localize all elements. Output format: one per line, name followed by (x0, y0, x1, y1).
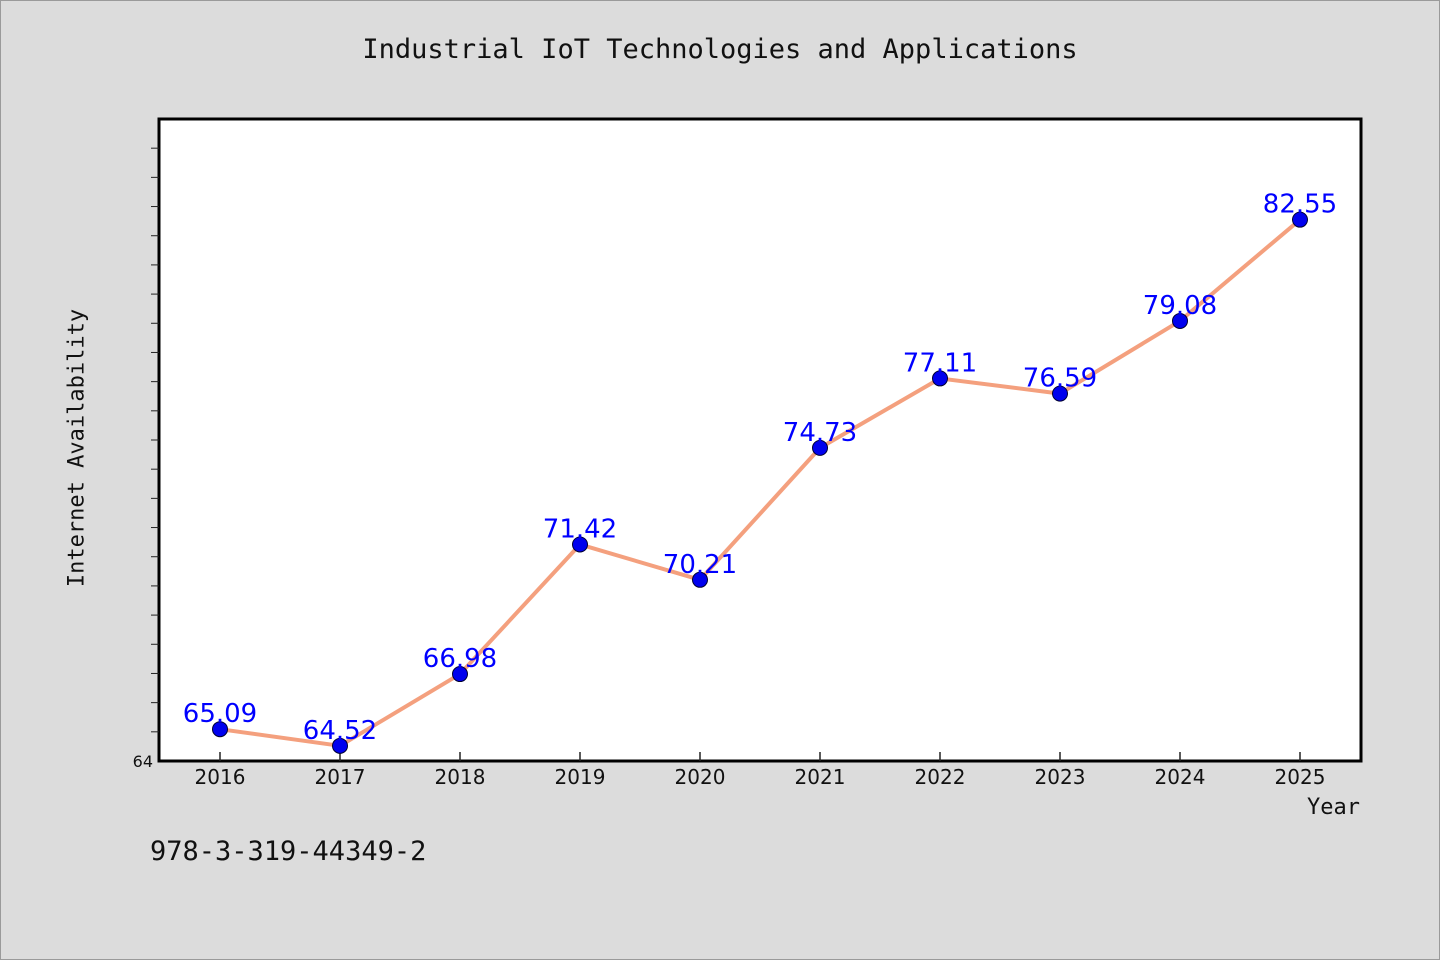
data-point (932, 370, 948, 387)
x-axis-label: Year (1307, 795, 1360, 820)
data-label: 79.08 (1143, 291, 1217, 321)
data-point (212, 721, 228, 738)
x-tick-label: 2020 (675, 765, 726, 789)
data-label: 77.11 (903, 348, 977, 378)
data-point (812, 439, 828, 456)
x-tick-label: 2017 (315, 765, 366, 789)
x-tick-label: 2021 (795, 765, 846, 789)
data-label: 64.52 (303, 716, 377, 746)
x-tick-label: 2018 (435, 765, 486, 789)
data-label: 66.98 (423, 644, 497, 674)
data-point (1052, 385, 1068, 402)
x-tick-label: 2025 (1275, 765, 1326, 789)
x-tick-label: 2016 (195, 765, 246, 789)
data-label: 76.59 (1023, 364, 1097, 394)
data-point (572, 536, 588, 553)
isbn-footer: 978-3-319-44349-2 (150, 836, 427, 867)
data-point (1292, 211, 1308, 228)
data-label: 70.21 (663, 550, 737, 580)
data-point (692, 571, 708, 588)
data-label: 65.09 (183, 699, 257, 729)
series-line (218, 217, 1302, 748)
x-tick-label: 2023 (1035, 765, 1086, 789)
plot-area (157, 117, 1363, 763)
x-tick-label: 2024 (1155, 765, 1206, 789)
data-label: 71.42 (543, 514, 617, 544)
chart-title: Industrial IoT Technologies and Applicat… (362, 34, 1078, 65)
data-label: 82.55 (1263, 190, 1337, 220)
data-label: 74.73 (783, 418, 857, 448)
data-point (1172, 312, 1188, 329)
x-tick-label: 2019 (555, 765, 606, 789)
y-tick-label: 64 (133, 752, 153, 771)
x-tick-label: 2022 (915, 765, 966, 789)
data-point (452, 666, 468, 683)
data-point (332, 737, 348, 754)
